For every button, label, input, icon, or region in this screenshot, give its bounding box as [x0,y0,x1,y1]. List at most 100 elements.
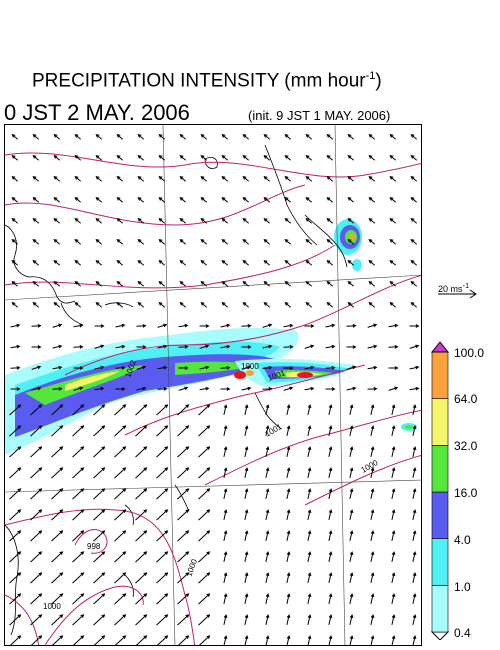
wind-arrow [389,302,397,308]
wind-arrow [30,593,43,605]
wind-arrow [10,387,21,391]
wind-arrow [221,281,229,287]
wind-arrow [242,218,250,224]
forecast-map: 1000 1002 1001 1000 998 1000 1000 1001 [4,124,422,646]
wind-arrow [347,239,355,245]
wind-arrow [114,446,127,458]
wind-arrow [263,134,271,140]
wind-arrow [157,323,168,328]
wind-arrow [95,134,103,140]
wind-vectors [9,134,420,645]
wind-arrow [410,218,418,224]
wind-arrow [370,593,375,605]
wind-arrow [9,635,22,645]
wind-arrow [347,134,355,140]
wind-arrow [244,530,249,542]
wind-arrow [325,344,336,349]
wind-arrow [412,509,417,521]
wind-arrow [388,366,399,370]
wind-arrow [244,467,249,479]
wind-arrow [284,302,292,308]
wind-arrow [370,551,375,563]
wind-arrow [51,614,64,626]
wind-arrow [156,593,169,605]
wind-arrow [198,614,211,626]
wind-arrow [223,404,228,416]
wind-arrow [156,551,169,563]
wind-arrow [307,509,312,521]
wind-arrow [30,551,43,563]
wind-arrow [326,197,334,203]
wind-arrow [93,425,106,437]
legend-cap-top [430,341,450,353]
wind-arrow [370,425,375,437]
wind-arrow [307,635,312,645]
wind-arrow [72,614,85,626]
wind-arrow [53,218,61,224]
wind-arrow [200,302,208,308]
wind-arrow [368,260,376,266]
wind-arrow [367,323,378,328]
wind-arrow [72,509,85,521]
wind-arrow [391,509,396,521]
wind-arrow [286,551,291,563]
wind-arrow [158,239,166,245]
isobar-label: 1000 [43,602,61,611]
reference-vector-arrow [438,289,477,299]
wind-arrow [53,281,61,287]
wind-arrow [305,260,313,266]
wind-arrow [135,425,148,437]
wind-arrow [347,155,355,161]
wind-arrow [30,572,43,584]
wind-arrow [9,425,22,437]
init-time: (init. 9 JST 1 MAY. 2006) [248,108,391,123]
wind-arrow [198,467,211,479]
wind-arrow [94,344,105,349]
wind-arrow [114,614,127,626]
wind-arrow [9,593,22,605]
wind-arrow [95,239,103,245]
legend-level: 64.0 [454,392,478,406]
wind-arrow [325,387,336,391]
wind-arrow [156,509,169,521]
wind-arrow [220,365,231,370]
wind-arrow [262,323,273,328]
wind-arrow [11,302,19,308]
wind-arrow [284,260,292,266]
wind-arrow [391,572,396,584]
wind-arrow [116,134,124,140]
wind-arrow [389,260,397,266]
wind-arrow [220,387,231,391]
wind-arrow [283,323,294,328]
wind-arrow [156,467,169,479]
wind-arrow [135,488,148,500]
wind-arrow [136,365,147,370]
wind-arrow [368,197,376,203]
wind-arrow [286,509,291,521]
wind-arrow [221,302,229,308]
wind-arrow [157,344,168,349]
wind-arrow [241,386,252,391]
wind-arrow [200,260,208,266]
wind-arrow [223,551,228,563]
wind-arrow [93,509,106,521]
wind-arrow [242,155,250,161]
wind-arrow [94,386,105,391]
wind-arrow [349,509,354,521]
wind-arrow [307,446,312,458]
wind-arrow [200,239,208,245]
chart-title: PRECIPITATION INTENSITY (mm hour-1) [32,70,382,92]
wind-arrow [286,530,291,542]
wind-arrow [221,155,229,161]
wind-arrow [284,197,292,203]
wind-arrow [116,197,124,203]
wind-arrow [370,467,375,479]
wind-arrow [263,155,271,161]
legend-swatch [431,398,449,446]
wind-arrow [244,551,249,563]
wind-arrow [30,509,43,521]
wind-arrow [412,425,417,437]
wind-arrow [265,509,270,521]
wind-arrow [116,155,124,161]
wind-arrow [114,551,127,563]
